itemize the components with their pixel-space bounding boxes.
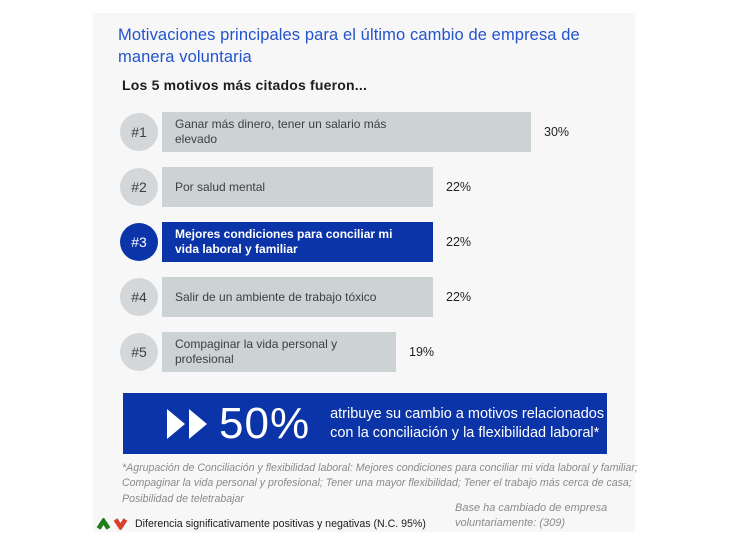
rank-badge: #5 bbox=[120, 333, 158, 371]
legend-text: Diferencia significativamente positivas … bbox=[135, 518, 426, 530]
bar-row-3: #3 Mejores condiciones para conciliar mi… bbox=[93, 222, 635, 262]
footnote: *Agrupación de Conciliación y flexibilid… bbox=[122, 462, 638, 505]
up-arrow-icon bbox=[96, 518, 111, 530]
bar-row-2: #2 Por salud mental 22% bbox=[93, 167, 635, 207]
bar: Compaginar la vida personal y profesiona… bbox=[162, 332, 396, 372]
fast-forward-icon bbox=[165, 408, 209, 440]
bar-label: Salir de un ambiente de trabajo tóxico bbox=[175, 289, 377, 304]
bar-value: 30% bbox=[544, 125, 570, 139]
rank-badge: #3 bbox=[120, 223, 158, 261]
chart-title: Motivaciones principales para el último … bbox=[118, 26, 580, 66]
infographic-card: Motivaciones principales para el último … bbox=[93, 13, 638, 532]
banner-text: atribuye su cambio a motivos relacionado… bbox=[330, 405, 605, 441]
bar-label: Mejores condiciones para conciliar mi vi… bbox=[175, 227, 393, 256]
significance-legend: Diferencia significativamente positivas … bbox=[96, 518, 426, 530]
bar-row-4: #4 Salir de un ambiente de trabajo tóxic… bbox=[93, 277, 635, 317]
bar-chart: #1 Ganar más dinero, tener un salario má… bbox=[93, 112, 635, 387]
bar-label: Compaginar la vida personal y profesiona… bbox=[175, 337, 338, 366]
bar-value: 22% bbox=[446, 180, 472, 194]
bar: Mejores condiciones para conciliar mi vi… bbox=[162, 222, 433, 262]
bar-value: 22% bbox=[446, 290, 472, 304]
bar: Salir de un ambiente de trabajo tóxico bbox=[162, 277, 433, 317]
bar-value: 19% bbox=[409, 345, 435, 359]
chart-subtitle: Los 5 motivos más citados fueron... bbox=[122, 77, 368, 93]
banner-stat: 50% bbox=[219, 398, 311, 448]
highlight-banner: 50% atribuye su cambio a motivos relacio… bbox=[123, 393, 607, 454]
rank-badge: #1 bbox=[120, 113, 158, 151]
rank-badge: #2 bbox=[120, 168, 158, 206]
rank-badge: #4 bbox=[120, 278, 158, 316]
bar-value: 22% bbox=[446, 235, 472, 249]
bar-label: Por salud mental bbox=[175, 179, 266, 194]
bar-row-5: #5 Compaginar la vida personal y profesi… bbox=[93, 332, 635, 372]
bar-row-1: #1 Ganar más dinero, tener un salario má… bbox=[93, 112, 635, 152]
down-arrow-icon bbox=[113, 518, 128, 530]
base-note: Base ha cambiado de empresa voluntariame… bbox=[455, 502, 608, 530]
bar: Por salud mental bbox=[162, 167, 433, 207]
bar-label: Ganar más dinero, tener un salario más e… bbox=[175, 117, 387, 146]
bar: Ganar más dinero, tener un salario más e… bbox=[162, 112, 531, 152]
